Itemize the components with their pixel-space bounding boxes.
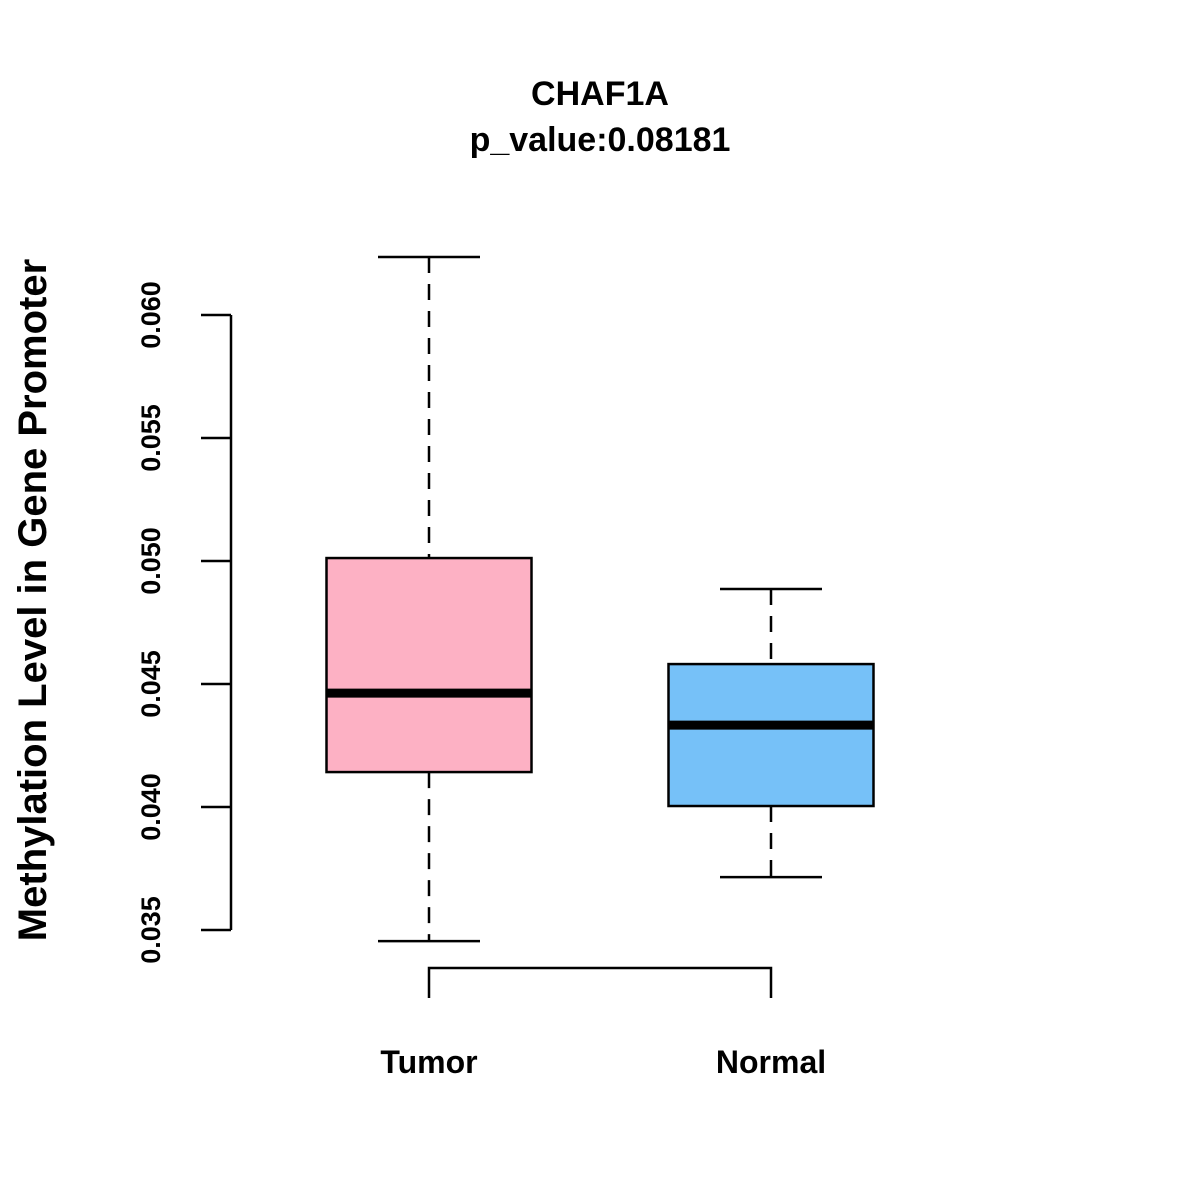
comparison-bracket — [427, 966, 773, 998]
x-tick-label: Tumor — [380, 1044, 477, 1080]
x-tick-label: Normal — [716, 1044, 826, 1080]
chart-title: CHAF1A — [531, 75, 669, 113]
y-tick-label: 0.055 — [136, 404, 166, 472]
y-tick-label: 0.040 — [136, 773, 166, 841]
y-axis-label: Methylation Level in Gene Promoter — [11, 259, 55, 941]
y-tick-label: 0.060 — [136, 281, 166, 349]
box-normal — [667, 662, 875, 808]
chart-subtitle: p_value:0.08181 — [470, 121, 731, 159]
y-tick-label: 0.035 — [136, 896, 166, 964]
box-tumor — [325, 556, 533, 774]
y-tick-label: 0.050 — [136, 527, 166, 595]
y-tick-label: 0.045 — [136, 650, 166, 718]
